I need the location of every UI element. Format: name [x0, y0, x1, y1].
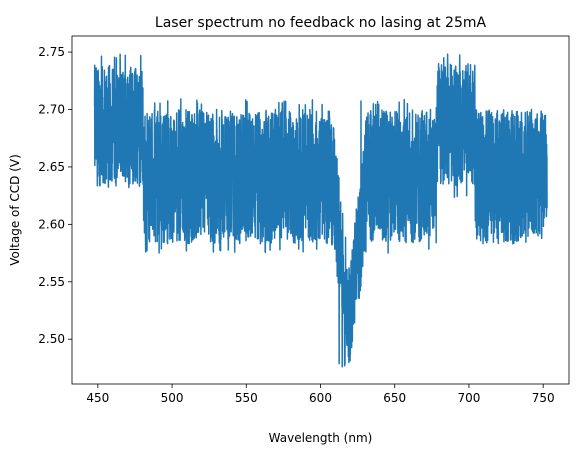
y-tick-label: 2.70	[38, 103, 65, 117]
x-tick-label: 750	[532, 391, 555, 405]
x-tick-label: 700	[457, 391, 480, 405]
x-tick-label: 450	[86, 391, 109, 405]
y-tick-label: 2.65	[38, 160, 65, 174]
x-axis: 450 500 550 600 650 700 750	[86, 384, 555, 405]
y-axis: 2.50 2.55 2.60 2.65 2.70 2.75	[38, 45, 72, 346]
x-axis-label: Wavelength (nm)	[269, 431, 373, 445]
chart-title: Laser spectrum no feedback no lasing at …	[155, 15, 487, 31]
y-tick-label: 2.75	[38, 45, 65, 59]
x-tick-label: 600	[309, 391, 332, 405]
x-tick-label: 550	[235, 391, 258, 405]
series-line	[93, 53, 548, 368]
y-axis-label: Voltage of CCD (V)	[8, 154, 22, 266]
x-tick-label: 500	[161, 391, 184, 405]
y-tick-label: 2.55	[38, 275, 65, 289]
y-tick-label: 2.50	[38, 332, 65, 346]
y-tick-label: 2.60	[38, 217, 65, 231]
x-tick-label: 650	[383, 391, 406, 405]
